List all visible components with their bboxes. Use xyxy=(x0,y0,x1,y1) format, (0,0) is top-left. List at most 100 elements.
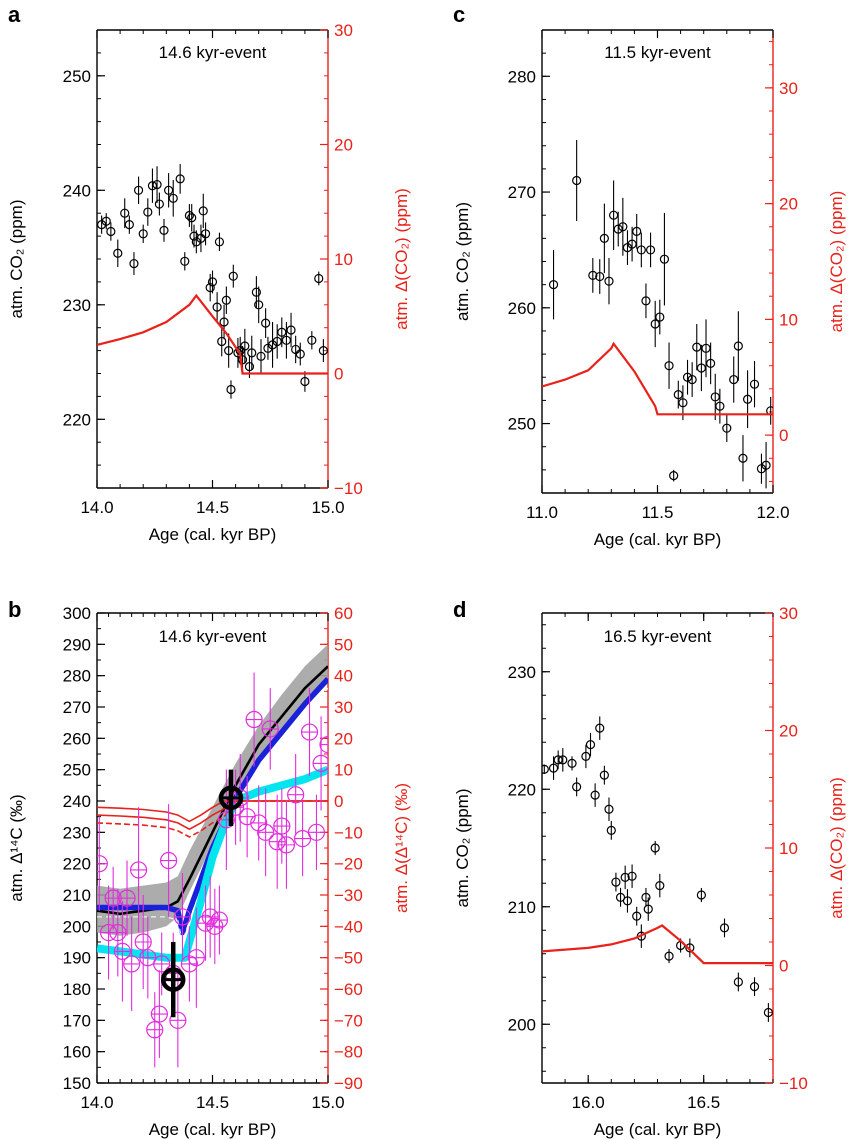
y2-tick-label: 50 xyxy=(334,635,353,654)
y2-tick-label: 20 xyxy=(334,136,353,155)
y-tick-label: 190 xyxy=(63,949,91,968)
y-tick-label: 150 xyxy=(63,1074,91,1093)
x-tick-label: 15.0 xyxy=(311,1093,344,1112)
x-tick-label: 11.0 xyxy=(526,503,558,522)
y-tick-label: 220 xyxy=(63,410,91,429)
x-axis-label: Age (cal. kyr BP) xyxy=(594,1120,722,1139)
y-tick-label: 270 xyxy=(508,183,536,202)
y-tick-label: 180 xyxy=(63,980,91,999)
y-tick-label: 250 xyxy=(63,761,91,780)
plot-area xyxy=(540,716,773,1022)
y2-tick-label: 0 xyxy=(334,365,343,384)
y2-tick-label: 0 xyxy=(779,426,788,445)
y2-tick-label: 30 xyxy=(334,21,353,40)
y-tick-label: 170 xyxy=(63,1011,91,1030)
y-tick-label: 280 xyxy=(63,667,91,686)
y2-tick-label: −60 xyxy=(334,980,363,999)
y2-tick-label: −10 xyxy=(334,823,363,842)
panel-d: d 16.0 16.5 200 210 220 230 −10 0 10 20 30 Age (cal… xyxy=(453,597,846,1139)
y-tick-label: 160 xyxy=(63,1043,91,1062)
y2-tick-label: 30 xyxy=(779,79,798,98)
y-tick-label: 220 xyxy=(63,855,91,874)
y-tick-label: 270 xyxy=(63,698,91,717)
x-tick-label: 14.0 xyxy=(80,498,113,517)
x-tick-label: 12.0 xyxy=(756,503,789,522)
y-tick-label: 290 xyxy=(63,635,91,654)
event-annotation: 14.6 kyr-event xyxy=(159,627,267,646)
y2-axis-label: atm. Δ(CO₂) (ppm) xyxy=(392,188,411,330)
y-axis-label: atm. CO₂ (ppm) xyxy=(453,202,472,321)
panel-a: a 14.0 14.5 15.0 220 230 240 250 −10 0 10 20 30 Age … xyxy=(7,2,411,544)
y-tick-label: 240 xyxy=(63,792,91,811)
y-axis-label: atm. Δ¹⁴C (‰) xyxy=(7,794,26,901)
panel-label-d: d xyxy=(453,597,466,622)
x-tick-label: 14.5 xyxy=(196,1093,229,1112)
panel-label-c: c xyxy=(453,2,465,27)
panel-c: c 11.0 11.5 12.0 250 260 270 280 0 10 20 30 Age (ca… xyxy=(453,2,846,549)
x-tick-label: 16.0 xyxy=(572,1093,605,1112)
y-tick-label: 200 xyxy=(508,1015,536,1034)
y2-tick-label: 10 xyxy=(334,250,353,269)
y-tick-label: 240 xyxy=(63,181,91,200)
y2-tick-label: −30 xyxy=(334,886,363,905)
y2-tick-label: −50 xyxy=(334,949,363,968)
y2-tick-label: −80 xyxy=(334,1043,363,1062)
y2-tick-label: 40 xyxy=(334,667,353,686)
y-axis-label: atm. CO₂ (ppm) xyxy=(453,789,472,908)
y2-axis-label: atm. Δ(CO₂) (ppm) xyxy=(827,777,846,919)
y2-tick-label: 0 xyxy=(334,792,343,811)
y-tick-label: 260 xyxy=(508,299,536,318)
y-tick-label: 250 xyxy=(63,67,91,86)
y-tick-label: 210 xyxy=(63,886,91,905)
model-anomaly-line xyxy=(97,296,328,374)
y2-tick-label: 10 xyxy=(779,839,798,858)
y2-tick-label: 30 xyxy=(779,604,798,623)
y-tick-label: 280 xyxy=(508,67,536,86)
y2-tick-label: −40 xyxy=(334,917,363,936)
panel-b: b 14.0 14.5 15.0 150 160 170 180 190 200 210 220 23… xyxy=(7,597,411,1139)
y-tick-label: 230 xyxy=(63,296,91,315)
y-tick-label: 300 xyxy=(63,604,91,623)
y2-tick-label: −90 xyxy=(334,1074,363,1093)
y2-tick-label: −70 xyxy=(334,1011,363,1030)
y-tick-label: 260 xyxy=(63,729,91,748)
panel-label-a: a xyxy=(8,2,21,27)
x-tick-label: 11.5 xyxy=(642,503,674,522)
x-axis-label: Age (cal. kyr BP) xyxy=(594,530,722,549)
x-axis-label: Age (cal. kyr BP) xyxy=(149,525,277,544)
x-axis-label: Age (cal. kyr BP) xyxy=(149,1120,277,1139)
x-tick-label: 15.0 xyxy=(311,498,344,517)
series-line-black xyxy=(97,666,328,914)
y-tick-label: 250 xyxy=(508,415,536,434)
plot-area xyxy=(91,644,336,1067)
x-tick-label: 16.5 xyxy=(687,1093,720,1112)
panel-label-b: b xyxy=(8,597,21,622)
y-tick-label: 200 xyxy=(63,917,91,936)
event-annotation: 11.5 kyr-event xyxy=(604,43,711,62)
x-tick-label: 14.0 xyxy=(80,1093,113,1112)
y-tick-label: 210 xyxy=(508,898,536,917)
y2-tick-label: 20 xyxy=(779,195,798,214)
y2-tick-label: −10 xyxy=(334,479,363,498)
model-anomaly-line xyxy=(542,926,773,964)
event-annotation: 14.6 kyr-event xyxy=(159,43,267,62)
y2-tick-label: 10 xyxy=(779,310,798,329)
y2-tick-label: −20 xyxy=(334,855,363,874)
y2-tick-label: 20 xyxy=(779,722,798,741)
y2-tick-label: 10 xyxy=(334,761,353,780)
y2-tick-label: 60 xyxy=(334,604,353,623)
y-tick-label: 230 xyxy=(508,663,536,682)
plot-area xyxy=(97,164,328,399)
y2-axis-label: atm. Δ(Δ¹⁴C) (‰) xyxy=(392,783,411,913)
y2-axis-label: atm. Δ(CO₂) (ppm) xyxy=(827,191,846,333)
event-annotation: 16.5 kyr-event xyxy=(604,627,712,646)
y-tick-label: 220 xyxy=(508,780,536,799)
y2-tick-label: 30 xyxy=(334,698,353,717)
y2-tick-label: 0 xyxy=(779,957,788,976)
y-tick-label: 230 xyxy=(63,823,91,842)
x-tick-label: 14.5 xyxy=(196,498,229,517)
y-axis-label: atm. CO₂ (ppm) xyxy=(7,200,26,319)
y2-tick-label: −10 xyxy=(779,1074,808,1093)
plot-area xyxy=(542,140,775,488)
